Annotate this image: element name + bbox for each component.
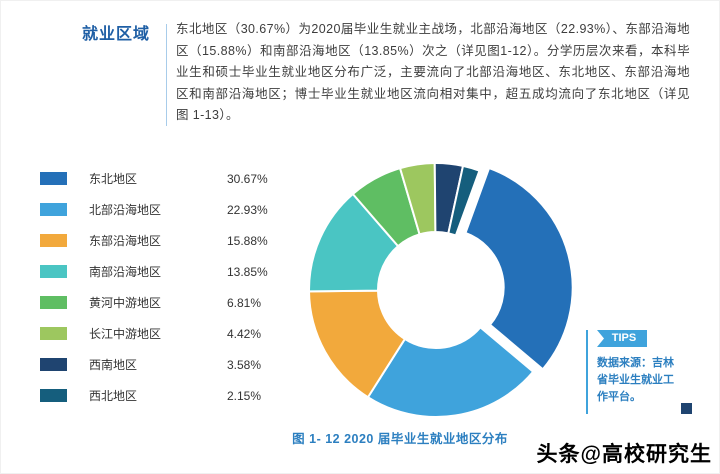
tips-ribbon: TIPS xyxy=(597,330,647,347)
legend-swatch xyxy=(40,327,67,340)
legend-label: 长江中游地区 xyxy=(89,327,162,341)
watermark-text: 头条@高校研究生 xyxy=(536,443,712,466)
figure-caption: 图 1- 12 2020 届毕业生就业地区分布 xyxy=(292,432,508,446)
legend-value: 13.85% xyxy=(227,264,268,279)
legend-swatch xyxy=(40,296,67,309)
legend-swatch xyxy=(40,389,67,402)
legend-swatch xyxy=(40,172,67,185)
legend-value: 3.58% xyxy=(227,357,262,372)
pie-slice-西北地区 xyxy=(447,164,481,237)
legend-value: 30.67% xyxy=(227,171,268,186)
legend-value: 15.88% xyxy=(227,233,268,248)
legend-label: 南部沿海地区 xyxy=(89,265,162,279)
pie-slice-北部沿海地区 xyxy=(366,325,535,418)
tips-box: TIPS 数据来源：吉林省毕业生就业工作平台。 xyxy=(586,330,692,414)
donut-chart-wrap xyxy=(288,140,588,440)
legend-swatch xyxy=(40,234,67,247)
legend-value: 2.15% xyxy=(227,388,262,403)
legend-item: 北部沿海地区 22.93% xyxy=(40,202,268,217)
title-divider xyxy=(166,24,167,126)
legend-value: 22.93% xyxy=(227,202,268,217)
legend-swatch xyxy=(40,358,67,371)
legend-item: 东部沿海地区 15.88% xyxy=(40,233,268,248)
donut-chart xyxy=(307,161,574,418)
pie-slice-东北地区 xyxy=(464,166,574,371)
tips-corner-square xyxy=(681,403,692,414)
legend-item: 黄河中游地区 6.81% xyxy=(40,295,268,310)
legend-item: 南部沿海地区 13.85% xyxy=(40,264,268,279)
body-paragraph: 东北地区（30.67%）为2020届毕业生就业主战场，北部沿海地区（22.93%… xyxy=(176,22,690,122)
legend-item: 长江中游地区 4.42% xyxy=(40,326,268,341)
legend-item: 西北地区 2.15% xyxy=(40,388,268,403)
tips-text: 数据来源：吉林省毕业生就业工作平台。 xyxy=(597,357,674,403)
legend-label: 黄河中游地区 xyxy=(89,296,162,310)
legend-label: 西北地区 xyxy=(89,389,138,403)
legend-label: 东北地区 xyxy=(89,172,138,186)
section-title: 就业区域 xyxy=(82,26,151,43)
legend-label: 北部沿海地区 xyxy=(89,203,162,217)
legend-value: 6.81% xyxy=(227,295,262,310)
legend-swatch xyxy=(40,203,67,216)
legend-item: 西南地区 3.58% xyxy=(40,357,268,372)
legend-label: 西南地区 xyxy=(89,358,138,372)
legend-item: 东北地区 30.67% xyxy=(40,171,268,186)
legend: 东北地区 30.67% 北部沿海地区 22.93% 东部沿海地区 15.88% 南部沿海地区… xyxy=(40,172,268,420)
legend-swatch xyxy=(40,265,67,278)
legend-label: 东部沿海地区 xyxy=(89,234,162,248)
legend-value: 4.42% xyxy=(227,326,262,341)
